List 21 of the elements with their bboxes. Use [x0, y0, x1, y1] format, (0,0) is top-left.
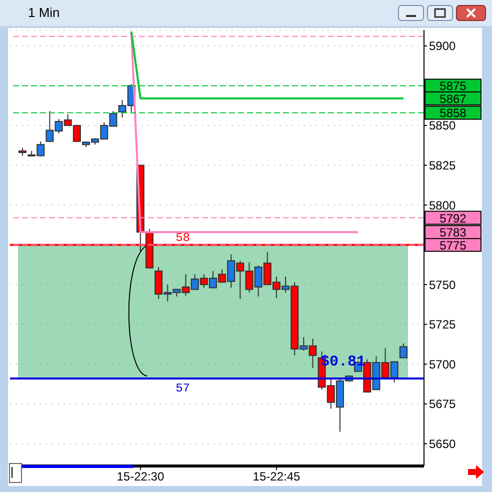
annotation: 57	[176, 381, 190, 396]
x-tick-label: 15-22:30	[116, 470, 164, 484]
candlestick	[399, 342, 408, 358]
y-tick-label: 5675	[429, 397, 456, 412]
y-tick-label: 5725	[429, 318, 456, 332]
ref-line-label: 5775	[440, 238, 467, 252]
x-tick-label: 15-22:45	[252, 470, 300, 484]
y-tick-label: 5650	[429, 436, 456, 451]
chart-title: 1 Min	[28, 5, 60, 20]
ref-line-label: 5792	[440, 211, 467, 226]
y-tick-label: 5800	[429, 198, 456, 212]
legend-label: 5867	[440, 92, 467, 106]
y-tick-label: 5900	[429, 39, 456, 54]
ref-line-label: 5875	[440, 79, 467, 94]
legend-label: 5783	[440, 226, 467, 240]
y-tick-label: 5700	[429, 357, 456, 372]
y-tick-label: 5750	[429, 278, 456, 292]
annotation: 58	[176, 230, 190, 245]
y-tick-label: 5825	[429, 158, 456, 173]
ref-line-label: 5858	[440, 106, 467, 120]
y-tick-label: 5850	[429, 118, 456, 133]
